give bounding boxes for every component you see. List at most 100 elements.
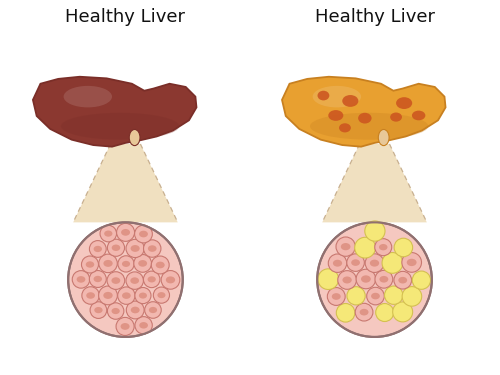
Ellipse shape: [342, 276, 352, 284]
Ellipse shape: [339, 123, 351, 132]
Polygon shape: [33, 77, 196, 147]
Ellipse shape: [396, 97, 412, 109]
Circle shape: [108, 239, 124, 256]
Ellipse shape: [122, 292, 130, 299]
Ellipse shape: [94, 276, 102, 282]
Text: Healthy Liver: Healthy Liver: [66, 8, 186, 26]
Circle shape: [118, 287, 135, 304]
Circle shape: [118, 256, 134, 272]
Circle shape: [374, 238, 392, 256]
Ellipse shape: [328, 110, 344, 121]
Circle shape: [376, 303, 394, 321]
Ellipse shape: [112, 244, 120, 251]
Ellipse shape: [140, 322, 148, 328]
Circle shape: [355, 303, 373, 321]
Ellipse shape: [358, 113, 372, 123]
Circle shape: [384, 286, 403, 304]
Circle shape: [134, 255, 152, 272]
Ellipse shape: [156, 262, 164, 268]
Ellipse shape: [130, 245, 140, 252]
Ellipse shape: [131, 307, 140, 314]
Ellipse shape: [104, 292, 112, 299]
Ellipse shape: [112, 277, 120, 284]
Circle shape: [412, 271, 430, 290]
Circle shape: [100, 225, 116, 242]
Circle shape: [318, 222, 432, 337]
Circle shape: [394, 272, 411, 289]
Ellipse shape: [360, 309, 368, 315]
Circle shape: [365, 254, 384, 273]
Ellipse shape: [371, 293, 380, 299]
Ellipse shape: [166, 276, 175, 284]
Ellipse shape: [76, 276, 86, 283]
Circle shape: [392, 302, 412, 322]
Circle shape: [365, 221, 385, 241]
Ellipse shape: [61, 113, 180, 140]
Ellipse shape: [407, 259, 416, 266]
Ellipse shape: [332, 293, 340, 300]
Circle shape: [108, 303, 124, 319]
Ellipse shape: [341, 243, 350, 250]
Circle shape: [328, 254, 346, 272]
Circle shape: [135, 316, 152, 334]
Circle shape: [347, 254, 364, 272]
Text: Healthy Liver: Healthy Liver: [314, 8, 434, 26]
Circle shape: [116, 317, 134, 336]
Ellipse shape: [149, 307, 157, 313]
Ellipse shape: [122, 261, 130, 267]
Ellipse shape: [86, 292, 95, 299]
Ellipse shape: [104, 260, 112, 267]
Polygon shape: [322, 144, 427, 222]
Ellipse shape: [94, 307, 102, 313]
Circle shape: [394, 238, 412, 257]
Circle shape: [126, 272, 144, 290]
Circle shape: [356, 269, 376, 289]
Circle shape: [126, 301, 144, 319]
Circle shape: [375, 270, 393, 288]
Circle shape: [366, 287, 384, 305]
Ellipse shape: [379, 244, 388, 250]
Circle shape: [126, 239, 144, 258]
Circle shape: [152, 256, 169, 274]
Polygon shape: [73, 144, 178, 222]
Circle shape: [90, 270, 106, 288]
Circle shape: [328, 288, 345, 305]
Circle shape: [68, 222, 183, 337]
Circle shape: [402, 286, 421, 306]
Circle shape: [107, 272, 124, 290]
Circle shape: [99, 254, 117, 273]
Ellipse shape: [361, 275, 371, 283]
Circle shape: [338, 271, 356, 290]
Circle shape: [90, 302, 107, 318]
Ellipse shape: [120, 323, 130, 330]
Ellipse shape: [148, 245, 156, 252]
Circle shape: [144, 302, 161, 318]
Ellipse shape: [94, 246, 102, 252]
Circle shape: [72, 271, 90, 288]
Ellipse shape: [139, 292, 147, 298]
Circle shape: [116, 224, 134, 242]
Circle shape: [134, 225, 152, 243]
Ellipse shape: [104, 231, 112, 237]
Ellipse shape: [378, 129, 389, 146]
Circle shape: [154, 287, 170, 303]
Circle shape: [161, 270, 180, 289]
Ellipse shape: [412, 111, 426, 120]
Circle shape: [402, 253, 421, 272]
Circle shape: [336, 303, 355, 322]
Ellipse shape: [148, 276, 156, 282]
Ellipse shape: [310, 113, 428, 140]
Ellipse shape: [351, 259, 360, 266]
Ellipse shape: [64, 86, 112, 107]
Circle shape: [318, 269, 338, 290]
Ellipse shape: [130, 278, 139, 284]
Ellipse shape: [370, 260, 379, 267]
Circle shape: [144, 271, 160, 288]
Polygon shape: [282, 77, 446, 147]
Ellipse shape: [398, 277, 407, 284]
Circle shape: [347, 286, 365, 305]
Ellipse shape: [158, 292, 166, 298]
Circle shape: [144, 240, 161, 257]
Circle shape: [98, 286, 117, 305]
Ellipse shape: [390, 112, 402, 122]
